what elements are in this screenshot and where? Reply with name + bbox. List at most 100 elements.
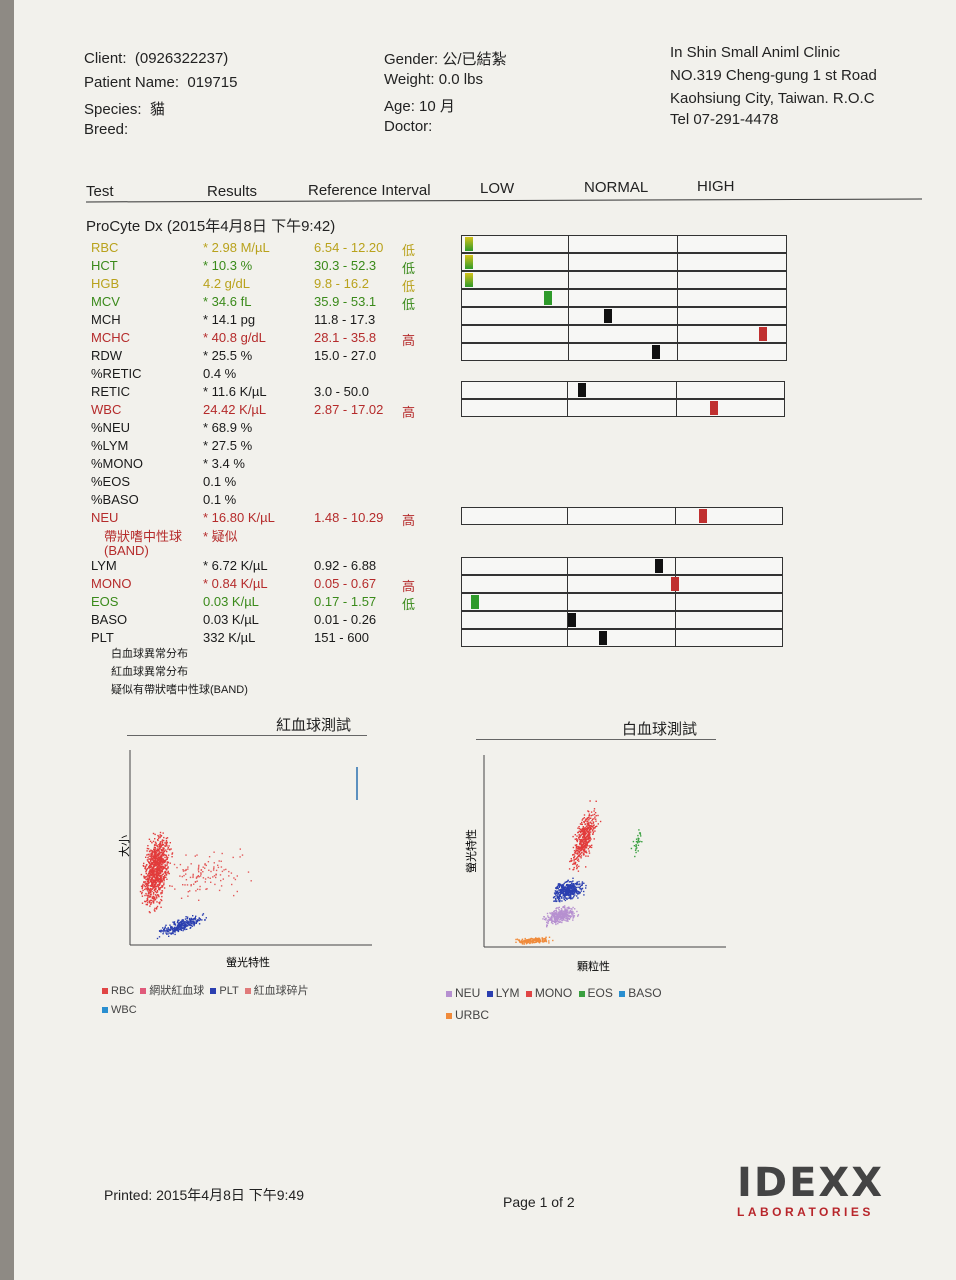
row-test: %NEU: [91, 420, 131, 435]
scatter-dot: [157, 871, 159, 874]
scatter-dot: [153, 909, 156, 911]
scatter-dot: [152, 872, 154, 874]
scatter-dot: [186, 922, 189, 925]
scatter-dot: [150, 874, 152, 876]
scatter-dot: [221, 870, 224, 873]
scatter-dot: [564, 897, 567, 899]
scatter-dot: [558, 894, 560, 897]
scatter-dot: [569, 891, 572, 893]
scatter-dot: [581, 819, 583, 821]
range-bar-divider: [566, 594, 568, 610]
range-bar-divider: [677, 236, 679, 252]
scatter-dot: [181, 920, 184, 923]
scatter-dot: [561, 889, 563, 891]
scatter-dot: [582, 839, 585, 841]
scatter-dot: [578, 835, 580, 837]
scatter-dot: [169, 932, 171, 934]
scatter-dot: [188, 921, 190, 923]
scatter-dot: [566, 890, 568, 892]
scatter-dot: [563, 916, 566, 919]
scatter-dot: [145, 864, 148, 866]
row-flag: 低: [402, 243, 416, 258]
breed-line: Breed:: [84, 121, 128, 138]
scatter-dot: [153, 863, 155, 865]
scatter-dot: [153, 848, 155, 850]
scatter-dot: [163, 871, 166, 873]
scatter-dot: [570, 915, 572, 917]
scatter-dot: [157, 881, 159, 883]
scatter-dot: [172, 927, 175, 930]
scatter-dot: [143, 876, 145, 878]
scatter-dot: [525, 940, 527, 943]
scatter-dot: [599, 820, 602, 823]
scatter-dot: [158, 884, 161, 886]
scatter-dot: [149, 867, 152, 869]
scatter-dot: [159, 845, 162, 848]
scatter-dot: [567, 910, 569, 912]
scatter-dot: [162, 927, 164, 929]
scatter-dot: [184, 921, 187, 923]
scatter-dot: [156, 937, 159, 940]
scatter-dot: [149, 840, 152, 842]
scatter-dot: [167, 872, 170, 874]
scatter-dot: [183, 874, 185, 877]
scatter-dot: [593, 838, 595, 840]
scatter-dot: [149, 855, 152, 857]
clinic-address-1: NO.319 Cheng-gung 1 st Road: [670, 67, 877, 84]
scatter-dot: [199, 918, 201, 920]
scatter-dot: [573, 888, 575, 890]
scatter-dot: [571, 908, 573, 910]
row-test: 帶狀嗜中性球: [104, 529, 183, 544]
col-reference: Reference Interval: [308, 182, 431, 199]
scatter-dot: [197, 867, 200, 870]
scatter-dot: [581, 823, 583, 826]
scatter-dot: [165, 841, 167, 843]
scatter-dot: [152, 850, 154, 853]
scatter-dot: [146, 889, 148, 891]
scatter-dot: [156, 878, 159, 880]
scatter-dot: [156, 868, 158, 871]
scatter-dot: [167, 870, 169, 873]
scatter-dot: [158, 936, 161, 938]
scatter-dot: [159, 843, 162, 845]
scatter-dot: [157, 839, 159, 842]
scatter-dot: [159, 859, 162, 861]
scatter-dot: [163, 853, 165, 855]
scatter-dot: [187, 895, 189, 897]
scatter-dot: [581, 881, 584, 883]
scatter-dot: [582, 845, 585, 848]
scatter-dot: [568, 912, 570, 914]
scatter-dot: [161, 886, 163, 888]
scatter-dot: [185, 879, 188, 881]
scatter-dot: [170, 925, 172, 928]
scatter-dot: [593, 808, 596, 810]
scatter-dot: [158, 930, 161, 932]
scatter-dot: [573, 853, 575, 856]
scatter-dot: [187, 866, 189, 868]
scatter-dot: [178, 924, 180, 926]
scatter-dot: [150, 879, 152, 881]
scatter-dot: [169, 924, 171, 926]
scatter-dot: [557, 922, 559, 925]
scatter-dot: [146, 902, 149, 904]
scatter-dot: [168, 931, 170, 933]
scatter-dot: [172, 921, 174, 923]
scatter-dot: [160, 846, 162, 848]
scatter-dot: [583, 821, 585, 823]
scatter-dot: [569, 911, 571, 913]
scatter-dot: [580, 829, 583, 831]
scatter-dot: [148, 895, 150, 897]
scatter-dot: [164, 875, 166, 877]
weight-line: Weight: 0.0 lbs: [384, 71, 483, 88]
scatter-dot: [156, 859, 158, 861]
scatter-dot: [562, 917, 564, 920]
scatter-dot: [555, 911, 557, 914]
scatter-dot: [149, 869, 151, 871]
scatter-dot: [588, 813, 591, 815]
scatter-dot: [197, 875, 199, 877]
scatter-dot: [580, 857, 582, 859]
scatter-dot: [225, 868, 227, 871]
scatter-dot: [555, 917, 557, 920]
scatter-dot: [144, 886, 147, 888]
scatter-dot: [193, 917, 196, 920]
